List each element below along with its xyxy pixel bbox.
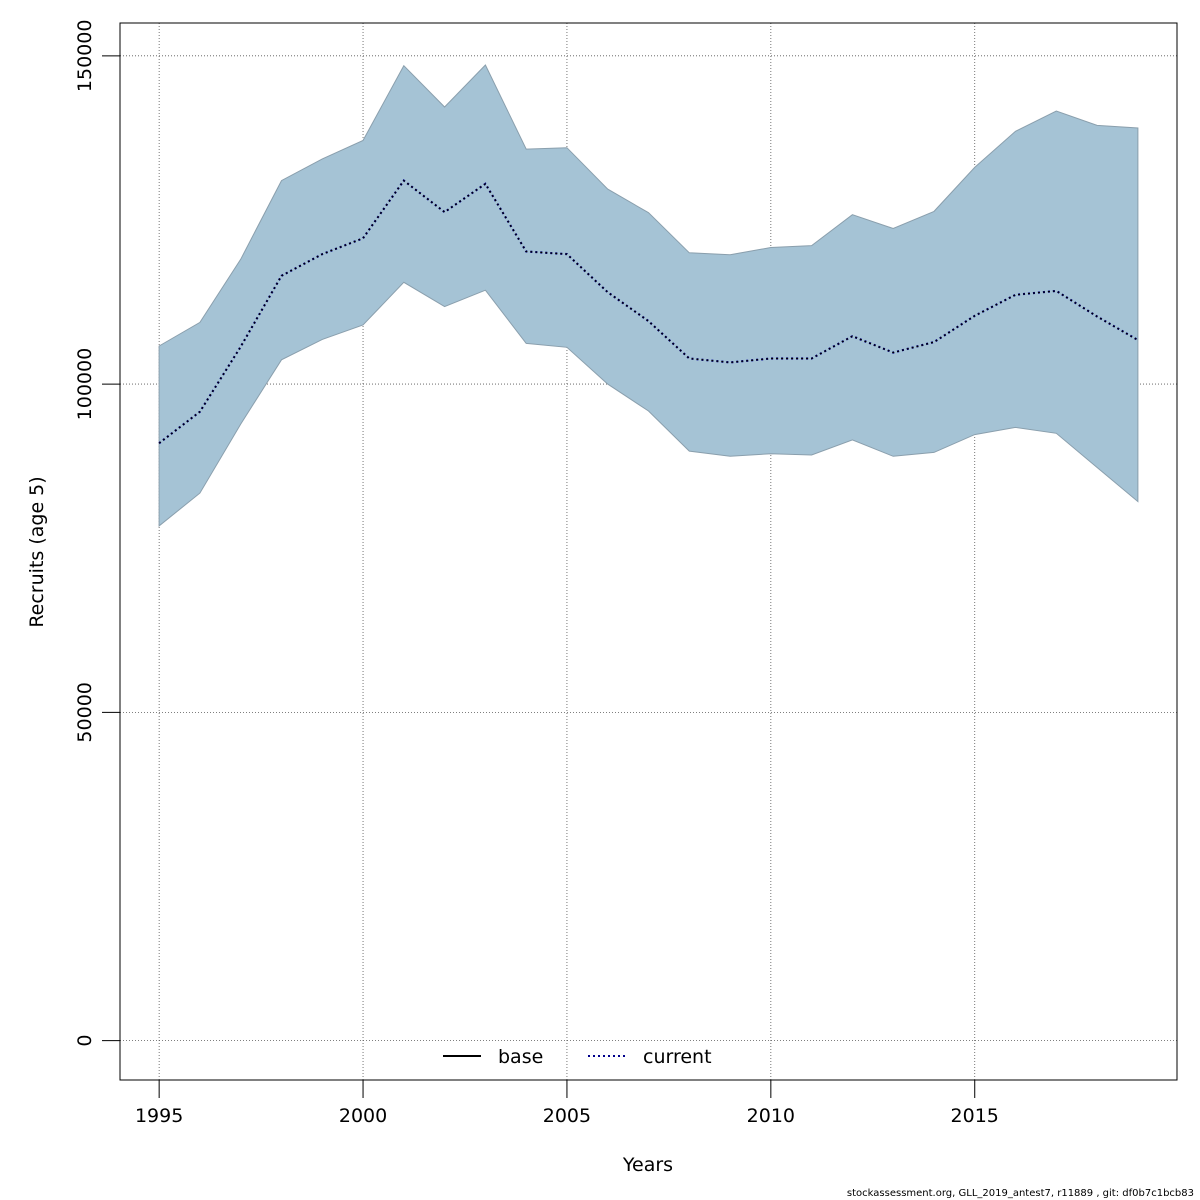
legend-base-label: base [498, 1046, 543, 1068]
x-tick-label-2000: 2000 [339, 1105, 387, 1127]
y-axis-title: Recruits (age 5) [26, 476, 48, 627]
y-tick-label-0: 0 [74, 1035, 96, 1047]
x-tick-label-1995: 1995 [135, 1105, 183, 1127]
legend-current-label: current [643, 1046, 712, 1068]
series-current-line-overlay [158, 179, 1139, 444]
legend: base current [443, 1046, 712, 1068]
footer-credit: stockassessment.org, GLL_2019_antest7, r… [846, 1188, 1194, 1199]
x-axis: 1995 2000 2005 2010 2015 [135, 1079, 999, 1127]
y-axis: 0 50000 100000 150000 [74, 20, 121, 1047]
x-tick-label-2010: 2010 [747, 1105, 795, 1127]
y-tick-label-100000: 100000 [74, 348, 96, 421]
confidence-band [158, 64, 1139, 527]
y-tick-label-150000: 150000 [74, 20, 96, 93]
x-tick-label-2015: 2015 [951, 1105, 999, 1127]
x-axis-title: Years [622, 1154, 673, 1176]
y-tick-label-50000: 50000 [74, 682, 96, 742]
x-tick-label-2005: 2005 [543, 1105, 591, 1127]
